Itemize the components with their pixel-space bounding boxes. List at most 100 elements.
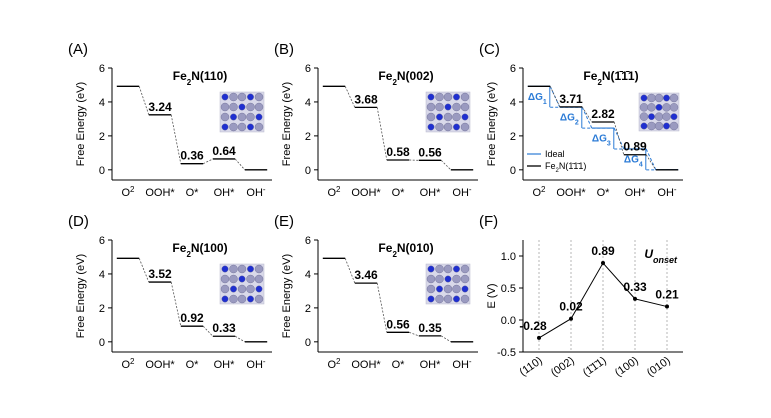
data-point (569, 316, 573, 321)
iron-atom (452, 274, 461, 284)
x-category-label: O2 (121, 357, 135, 372)
data-value-label: 0.21 (655, 288, 679, 302)
iron-atom (237, 294, 247, 304)
level-connector (440, 160, 452, 171)
x-category-label: OH- (246, 357, 266, 372)
y-axis-label: Free Energy (eV) (281, 254, 293, 338)
level-connector (203, 158, 213, 165)
panel-title: Fe2N(002) (378, 69, 433, 87)
nitrogen-atom (453, 265, 460, 273)
iron-atom (254, 122, 264, 132)
iron-atom (460, 122, 470, 132)
panel-e: (E) 0 2 4 6 Free Energy (eV) Fe2N(010) O2 3.46 OO… (274, 213, 478, 371)
panel-label: (D) (68, 213, 89, 230)
energy-value-label: 3.52 (148, 267, 172, 281)
iron-atom (443, 112, 453, 122)
y-tick-label: 0.0 (501, 315, 516, 327)
iron-atom (426, 112, 436, 122)
iron-atom (435, 92, 444, 102)
energy-value-label: 0.35 (418, 321, 442, 335)
level-connector (138, 86, 150, 115)
panel-label: (E) (274, 213, 294, 230)
iron-atom (229, 102, 238, 112)
nitrogen-atom (640, 94, 648, 102)
iron-atom (435, 294, 444, 304)
y-tick-label: 6 (99, 235, 105, 247)
legend-sample-label: Fe2N(1̄1̄1) (545, 161, 586, 174)
nitrogen-atom (247, 93, 254, 101)
level-connector (581, 106, 593, 123)
iron-atom (654, 112, 664, 121)
nitrogen-atom (670, 113, 678, 121)
iron-atom (435, 274, 444, 284)
iron-atom (237, 92, 247, 102)
level-connector (409, 331, 419, 337)
nitrogen-atom (436, 113, 443, 121)
level-connector (376, 107, 388, 161)
x-category-label: OOH* (556, 187, 586, 199)
crystal-structure-image (219, 263, 265, 305)
ideal-connector (613, 127, 625, 150)
iron-atom (452, 284, 461, 294)
level-connector (234, 158, 246, 171)
iron-atom (229, 264, 238, 274)
iron-atom (443, 284, 453, 294)
iron-atom (254, 294, 264, 304)
y-axis-label: Free Energy (eV) (486, 82, 498, 166)
iron-atom (229, 92, 238, 102)
level-connector (234, 335, 246, 343)
y-tick-label: 4 (305, 97, 311, 109)
panel-c: (C) 0 2 4 6 Free Energy (eV) Fe2N(1̄1̄1) ΔG1 ΔG2… (479, 41, 683, 199)
x-category-label: OH- (452, 185, 472, 200)
y-axis-label: Free Energy (eV) (281, 82, 293, 166)
x-category-label: (1̄1̄1) (581, 355, 609, 380)
energy-value-label: 3.71 (559, 92, 583, 106)
energy-value-label: 3.68 (354, 92, 378, 106)
iron-atom (254, 274, 264, 284)
iron-atom (237, 122, 247, 132)
y-tick-label: 0 (99, 337, 105, 349)
y-tick-label: 2 (510, 131, 516, 143)
iron-atom (229, 274, 238, 284)
nitrogen-atom (461, 113, 469, 121)
iron-atom (460, 264, 470, 274)
iron-atom (443, 92, 453, 102)
iron-atom (426, 274, 436, 284)
iron-atom (647, 103, 656, 112)
nitrogen-atom (453, 123, 460, 131)
iron-atom (654, 93, 664, 103)
x-category-label: (100) (613, 355, 641, 380)
y-axis-label: Free Energy (eV) (75, 82, 87, 166)
iron-atom (460, 274, 470, 284)
nitrogen-atom (247, 123, 254, 131)
iron-atom (639, 112, 649, 121)
y-tick-label: -0.5 (497, 347, 516, 359)
panel-title: Fe2N(1̄1̄1) (583, 69, 638, 87)
nitrogen-atom (221, 265, 229, 273)
iron-atom (647, 121, 656, 131)
delta-label: ΔG2 (560, 113, 579, 127)
nitrogen-atom (255, 113, 263, 121)
level-connector (613, 121, 625, 155)
iron-atom (246, 274, 255, 284)
nitrogen-atom (221, 93, 229, 101)
y-tick-label: 2 (99, 303, 105, 315)
y-tick-label: 2 (99, 131, 105, 143)
iron-atom (246, 284, 255, 294)
iron-atom (460, 294, 470, 304)
panel-title: Fe2N(100) (172, 241, 227, 259)
nitrogen-atom (221, 123, 229, 131)
panel-b: (B) 0 2 4 6 Free Energy (eV) Fe2N(002) O2 3.68 OO… (274, 41, 478, 199)
x-category-label: O* (392, 187, 406, 199)
panel-a: (A) 0 2 4 6 Free Energy (eV) Fe2N(110) O2 3.24 OO… (68, 41, 272, 199)
iron-atom (669, 93, 679, 103)
nitrogen-atom (655, 103, 663, 111)
x-category-label: OH* (625, 187, 647, 199)
y-tick-label: 1.0 (501, 251, 516, 263)
x-category-label: O2 (532, 185, 546, 200)
panel-label: (A) (68, 41, 88, 58)
level-connector (549, 86, 561, 108)
iron-atom (669, 121, 679, 131)
x-category-label: (002) (549, 355, 577, 380)
iron-atom (220, 274, 230, 284)
